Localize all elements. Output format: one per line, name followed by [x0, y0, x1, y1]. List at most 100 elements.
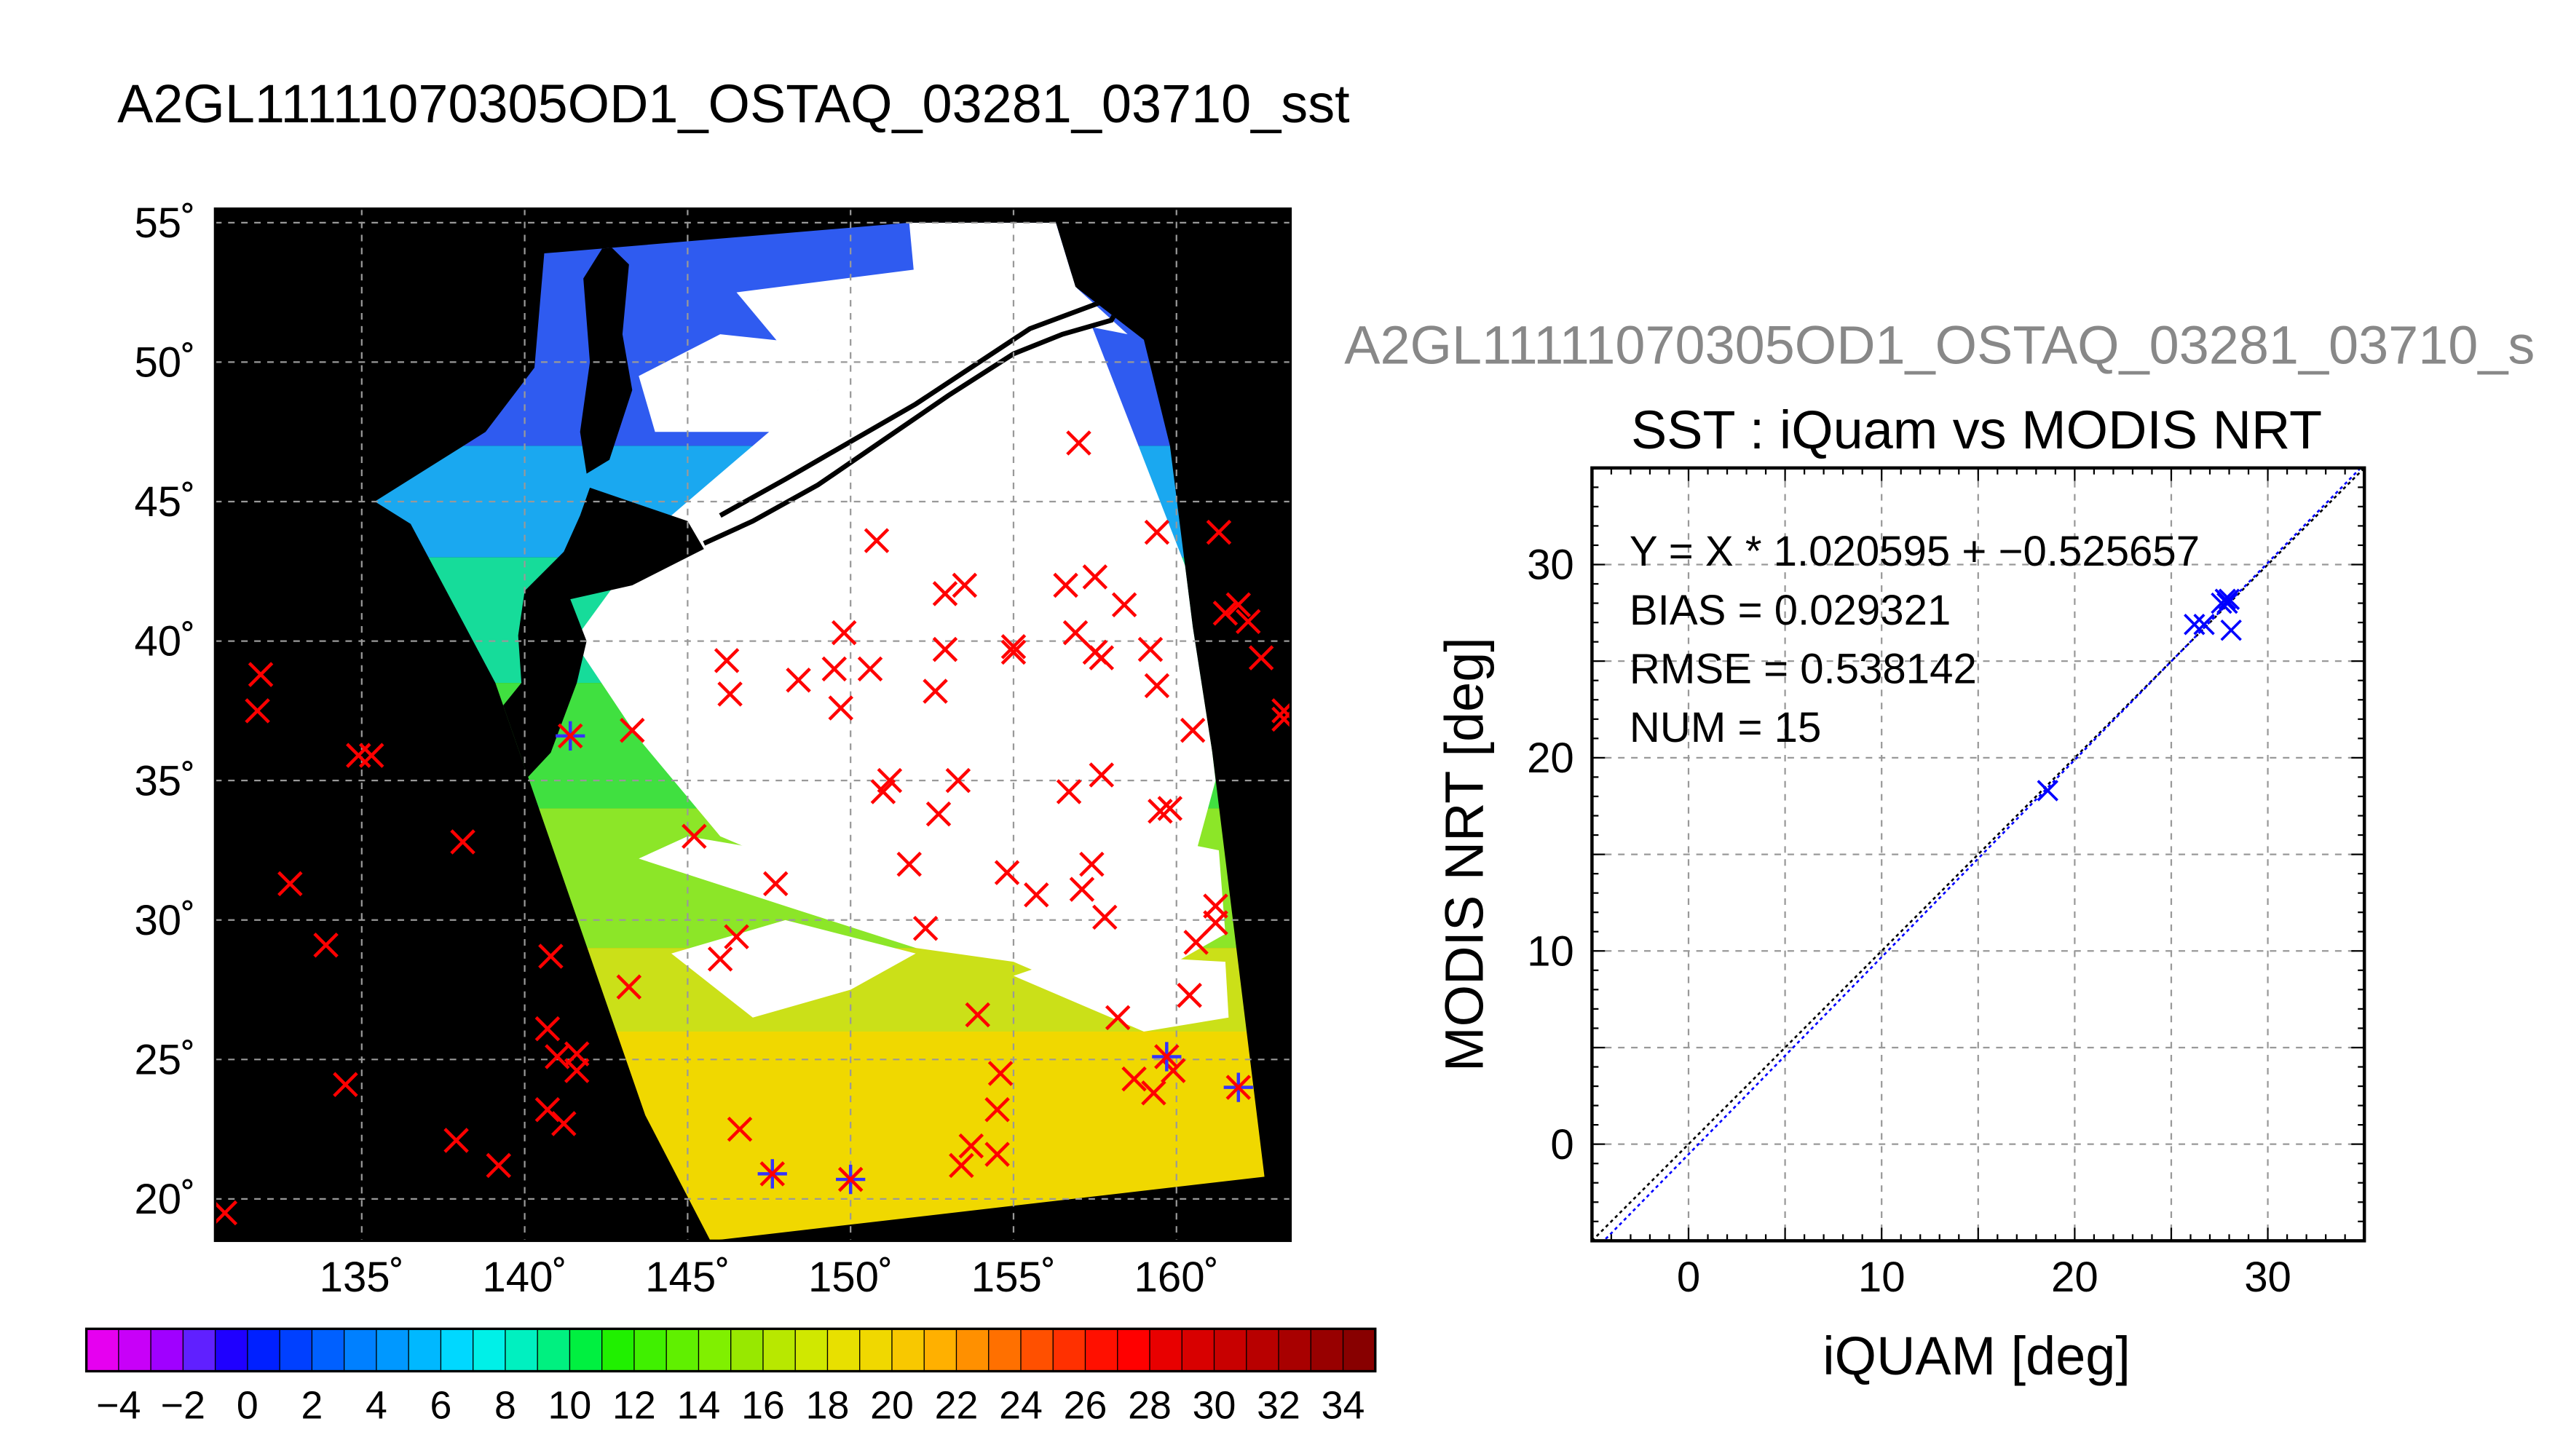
- colorbar-swatch: [601, 1329, 636, 1372]
- map-y-tick-label: 25˚: [134, 1036, 195, 1083]
- map-marker: [486, 1152, 512, 1179]
- map-marker: [1082, 564, 1108, 590]
- map-marker: [358, 743, 384, 768]
- map-marker: [1180, 717, 1206, 743]
- colorbar-swatch: [924, 1329, 957, 1372]
- map-marker: [828, 695, 853, 721]
- map-marker: [994, 860, 1020, 885]
- map-marker: [1206, 519, 1232, 545]
- map-frame: [213, 207, 1292, 1243]
- colorbar-swatch: [312, 1329, 346, 1372]
- colorbar-swatch: [1311, 1329, 1344, 1372]
- colorbar-swatch: [569, 1329, 604, 1372]
- colorbar-tick-label: 30: [1193, 1383, 1236, 1427]
- scatter-gridlines: [1592, 467, 2365, 1241]
- map-marker: [717, 681, 743, 707]
- colorbar-swatch: [730, 1329, 765, 1372]
- sst-map-panel: 135˚ 140˚ 145˚ 150˚ 155˚ 160˚ 20˚ 25˚ 30˚ 35˚ 40˚…: [134, 199, 1292, 1301]
- map-marker: [958, 1133, 984, 1159]
- map-matched-marker: [1152, 1042, 1182, 1072]
- colorbar-swatch: [1117, 1329, 1151, 1372]
- colorbar-swatch: [280, 1329, 313, 1372]
- map-x-tick-label: 135˚: [320, 1254, 404, 1301]
- colorbar-swatch: [215, 1329, 249, 1372]
- colorbar-swatch: [408, 1329, 442, 1372]
- map-x-tick-label: 140˚: [482, 1254, 566, 1301]
- page-title: A2GL11111070305OD1_OSTAQ_03281_03710_sst: [117, 74, 1350, 134]
- map-marker: [932, 636, 958, 662]
- map-marker: [620, 717, 645, 743]
- map-marker: [215, 1200, 238, 1226]
- cloud-mask: [639, 334, 851, 432]
- scatter-x-tick-label: 30: [2244, 1254, 2291, 1301]
- colorbar-swatch: [1246, 1329, 1280, 1372]
- colorbar-swatch: [827, 1329, 861, 1372]
- colorbar-swatch: [151, 1329, 184, 1372]
- map-marker: [1225, 592, 1252, 618]
- map-marker: [965, 1002, 990, 1028]
- map-marker: [1235, 609, 1261, 635]
- scatter-point: [2193, 614, 2215, 636]
- cloud-mask: [573, 250, 1216, 893]
- colorbar-swatch: [633, 1329, 668, 1372]
- colorbar-tick-label: 20: [870, 1383, 914, 1427]
- colorbar-swatch: [344, 1329, 378, 1372]
- map-marker: [1079, 851, 1105, 877]
- colorbar-tick-label: 8: [494, 1383, 516, 1427]
- map-y-tick-label: 50˚: [134, 339, 195, 387]
- map-matched-marker: [556, 721, 585, 751]
- map-marker: [616, 974, 642, 1000]
- map-marker: [831, 620, 857, 646]
- map-marker: [1069, 877, 1095, 902]
- scatter-annotation: RMSE = 0.538142: [1630, 645, 1977, 692]
- map-marker: [714, 648, 740, 673]
- colorbar-tick-label: 26: [1064, 1383, 1107, 1427]
- scatter-point: [2216, 592, 2238, 614]
- map-marker: [762, 871, 789, 897]
- map-marker: [949, 1152, 974, 1179]
- map-y-tick-label: 55˚: [134, 199, 195, 247]
- colorbar-swatch: [1343, 1329, 1377, 1372]
- map-marker: [952, 572, 978, 598]
- map-marker: [984, 1097, 1010, 1123]
- land-kurils: [703, 288, 1134, 546]
- map-marker: [857, 656, 883, 682]
- map-marker: [1248, 645, 1274, 670]
- map-marker: [1089, 762, 1115, 788]
- map-y-tick-label: 40˚: [134, 618, 195, 665]
- colorbar-swatch: [1085, 1329, 1119, 1372]
- map-marker: [248, 662, 274, 687]
- map-marker: [551, 1111, 577, 1136]
- scatter-points: [2037, 588, 2242, 802]
- map-marker: [925, 801, 952, 827]
- map-marker-cross: [1225, 1075, 1252, 1100]
- scatter-x-label: iQUAM [deg]: [1823, 1326, 2131, 1386]
- map-marker: [896, 851, 922, 877]
- map-x-tick-label: 145˚: [645, 1254, 730, 1301]
- map-marker: [1089, 645, 1115, 670]
- scatter-y-tick-label: 30: [1527, 542, 1574, 589]
- map-marker: [538, 943, 564, 969]
- colorbar-tick-label: 22: [935, 1383, 979, 1427]
- map-marker: [870, 779, 896, 804]
- land-japan: [472, 487, 704, 781]
- map-marker: [564, 1041, 590, 1067]
- map-y-tick-label: 35˚: [134, 757, 195, 804]
- map-x-axis: 135˚ 140˚ 145˚ 150˚ 155˚ 160˚: [320, 1254, 1219, 1301]
- colorbar-tick-label: −4: [96, 1383, 141, 1427]
- map-marker: [1024, 882, 1049, 908]
- map-marker: [864, 528, 890, 553]
- colorbar-swatch: [537, 1329, 571, 1372]
- map-marker: [727, 1116, 753, 1142]
- colorbar-swatch: [183, 1329, 216, 1372]
- scatter-y-tick-label: 20: [1527, 735, 1574, 782]
- scatter-x-tick-label: 10: [1858, 1254, 1906, 1301]
- map-marker: [1148, 799, 1173, 824]
- map-marker: [1157, 796, 1183, 821]
- scatter-y-tick-label: 10: [1527, 927, 1574, 975]
- map-x-tick-label: 150˚: [808, 1254, 893, 1301]
- colorbar-tick-label: 2: [301, 1383, 323, 1427]
- scatter-x-tick-label: 20: [2051, 1254, 2098, 1301]
- map-y-tick-label: 45˚: [134, 478, 195, 526]
